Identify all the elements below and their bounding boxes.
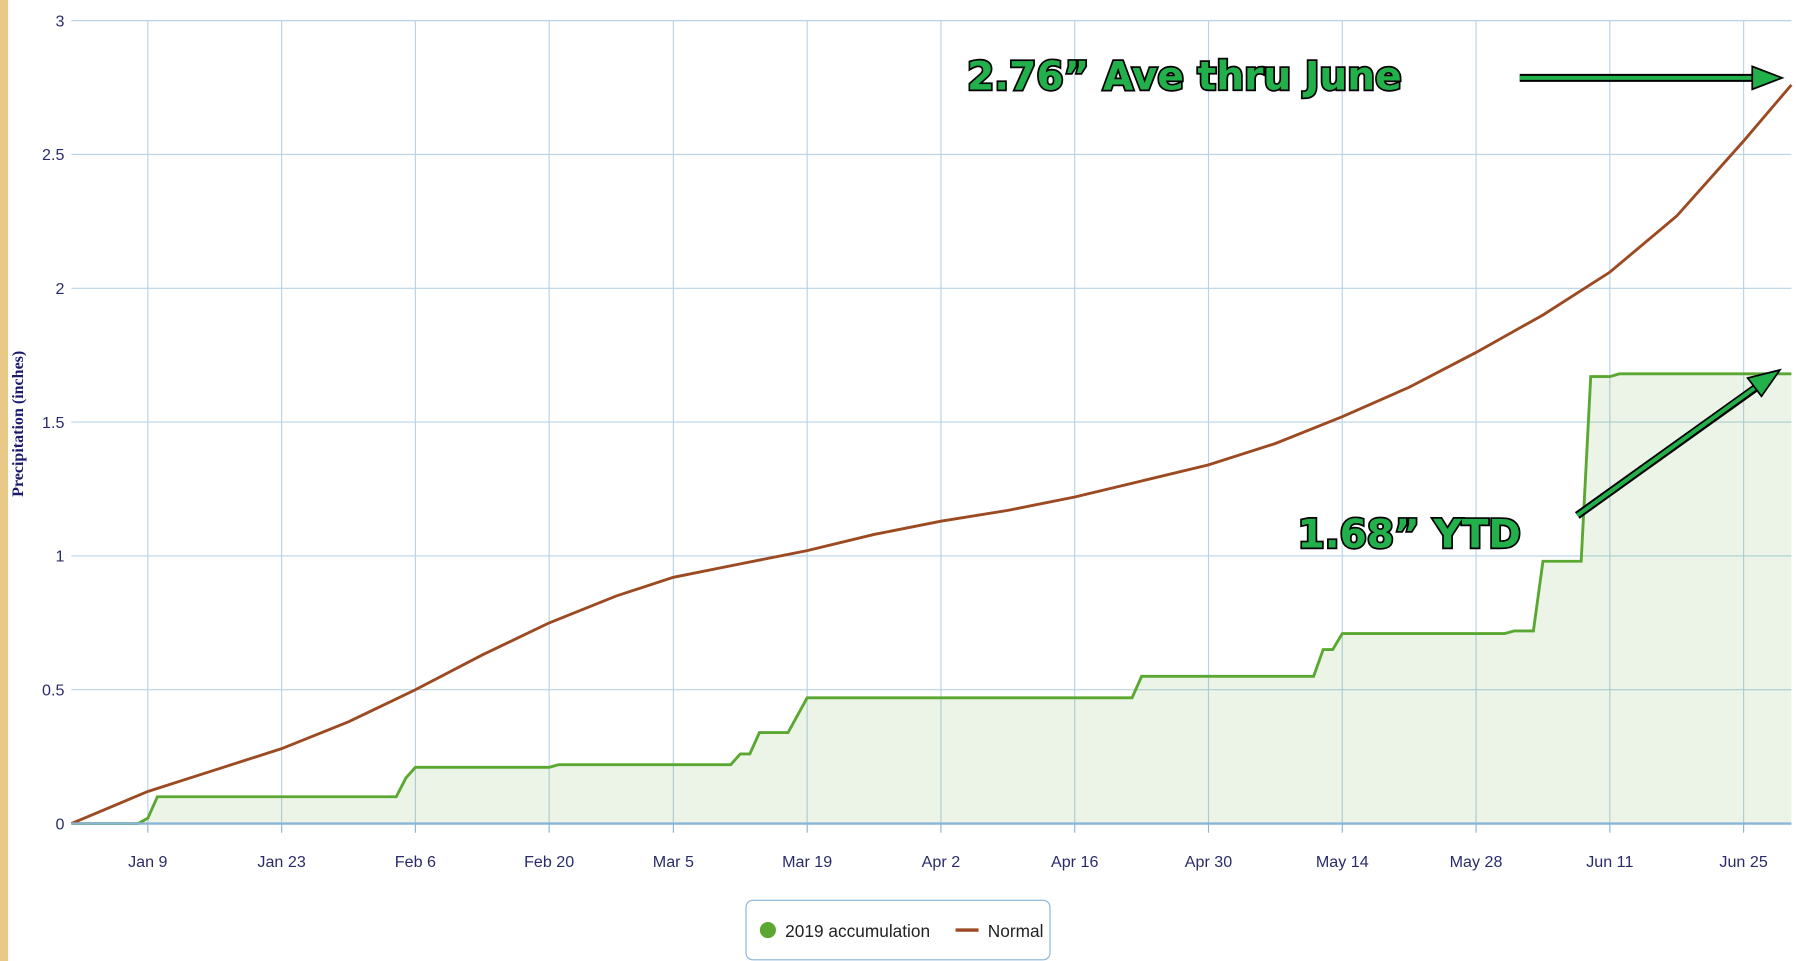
x-tick-label: Jun 11 (1586, 853, 1633, 871)
x-tick-label: May 14 (1316, 853, 1369, 871)
legend-label: 2019 accumulation (785, 921, 930, 941)
annotation-ytd: 1.68” YTD (1296, 368, 1782, 559)
y-tick-label: 2.5 (42, 146, 64, 164)
x-tick-label: Mar 19 (782, 853, 832, 871)
y-axis-label: Precipitation (inches) (10, 351, 27, 497)
arrow (1576, 383, 1761, 518)
x-tick-label: Jan 23 (257, 853, 305, 871)
area (71, 373, 1792, 824)
legend-marker (759, 922, 776, 939)
grid (71, 20, 1792, 825)
legend: 2019 accumulation Normal (745, 899, 1051, 961)
x-tick-label: Jun 25 (1719, 853, 1767, 871)
x-tick-label: Apr 2 (922, 853, 961, 871)
annotation-avg: 2.76” Ave thru June (965, 53, 1785, 101)
plot (70, 83, 1793, 825)
arrow-head (1746, 368, 1782, 398)
x-tick-label: Jan 9 (128, 853, 167, 871)
legend-box (745, 899, 1051, 961)
y-tick-label: 0 (56, 815, 65, 833)
y-tick-label: 2 (56, 280, 65, 298)
annotation-text: 2.76” Ave thru June (967, 54, 1402, 99)
y-tick-label: 1.5 (42, 414, 64, 432)
x-tick-label: Apr 30 (1185, 853, 1233, 871)
line (70, 83, 1793, 825)
left-border (0, 0, 9, 961)
x-tick-label: Feb 20 (524, 853, 574, 871)
y-tick-label: 0.5 (42, 681, 64, 699)
y-tick-label: 1 (56, 548, 65, 566)
legend-label: Normal (988, 921, 1044, 941)
annotation-text: 1.68” YTD (1297, 513, 1520, 558)
x-tick-label: May 28 (1450, 853, 1503, 871)
y-tick-label: 3 (56, 12, 65, 30)
x-tick-label: Apr 16 (1051, 853, 1099, 871)
x-tick-label: Mar 5 (653, 853, 694, 871)
arrow-head (1751, 65, 1785, 91)
line (71, 372, 1792, 825)
x-tick-label: Feb 6 (395, 853, 436, 871)
